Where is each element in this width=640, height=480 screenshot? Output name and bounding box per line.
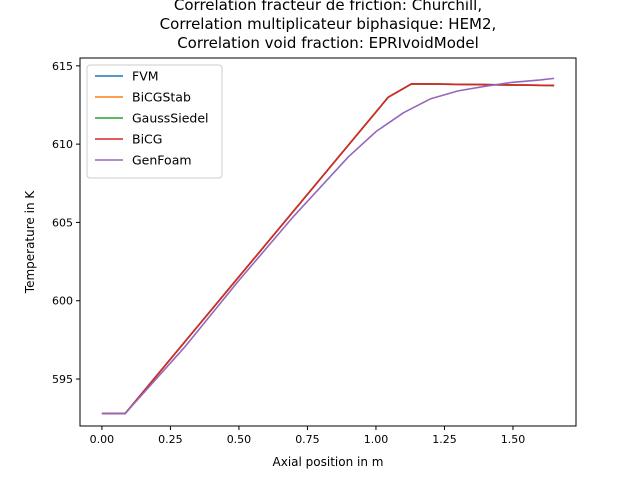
y-tick-label: 600	[52, 295, 73, 308]
y-axis-ticks: 595 600 605 610 615	[52, 60, 80, 386]
y-tick-label: 615	[52, 60, 73, 73]
series-lines	[101, 77, 555, 415]
x-axis-label: Axial position in m	[273, 455, 384, 469]
x-tick-label: 0.50	[227, 433, 252, 446]
series-line-genfoam	[101, 77, 555, 415]
title-line: Correlation void fraction: EPRIvoidModel	[177, 34, 479, 52]
y-tick-label: 595	[52, 373, 73, 386]
axes-frame	[79, 57, 577, 427]
x-tick-label: 1.25	[432, 433, 457, 446]
x-tick-label: 0.00	[90, 433, 115, 446]
legend-box	[86, 64, 223, 179]
legend-label: FVM	[132, 69, 159, 84]
legend-label: GenFoam	[132, 153, 192, 168]
title-line: Correlation multiplicateur biphasique: H…	[160, 15, 497, 33]
x-tick-label: 1.50	[501, 433, 526, 446]
x-tick-label: 1.00	[364, 433, 389, 446]
title-line: Correlation fracteur de friction: Church…	[174, 0, 482, 14]
x-tick-label: 0.75	[295, 433, 320, 446]
x-axis-ticks: 0.00 0.25 0.50 0.75 1.00 1.25 1.50	[90, 426, 526, 446]
y-tick-label: 610	[52, 138, 73, 151]
legend-label: BiCGStab	[132, 90, 191, 105]
chart-title: Correlation fracteur de friction: Church…	[160, 0, 497, 52]
y-axis-label: Temperature in K	[23, 190, 37, 295]
legend: FVM BiCGStab GaussSiedel BiCG GenFoam	[86, 64, 223, 179]
y-tick-label: 605	[52, 216, 73, 229]
x-tick-label: 0.25	[158, 433, 183, 446]
legend-label: GaussSiedel	[132, 111, 209, 126]
legend-label: BiCG	[132, 132, 162, 147]
